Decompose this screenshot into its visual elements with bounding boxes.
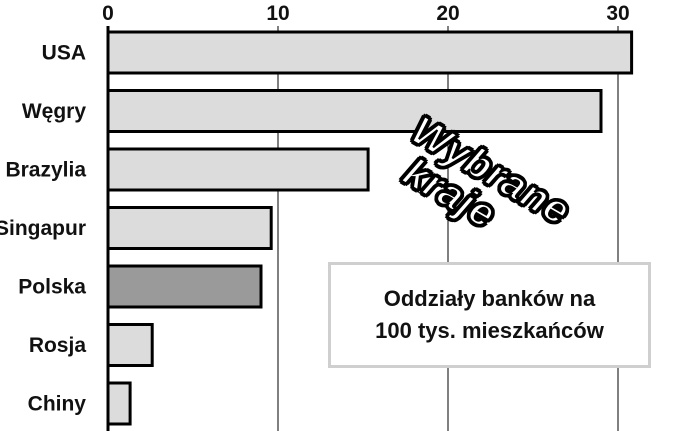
bar-polska	[106, 264, 263, 309]
bar-singapur	[106, 206, 273, 250]
category-label: Polska	[18, 276, 86, 299]
category-label: Węgry	[22, 100, 87, 123]
bar-rosja	[106, 323, 154, 367]
category-labels: USA Węgry Brazylia Singapur Polska Rosja Chiny	[0, 42, 86, 416]
bar-usa	[106, 30, 634, 75]
category-label: Brazylia	[5, 159, 86, 182]
x-tick-labels: 0 10 20 30	[102, 2, 630, 25]
chart-title-line-2: 100 tys. mieszkańców	[375, 318, 604, 343]
category-label: Chiny	[28, 393, 87, 416]
chart-title-line-1: Oddziały banków na	[383, 286, 596, 312]
category-label: Singapur	[0, 217, 86, 240]
bar-chiny	[106, 381, 132, 426]
bar-węgry	[106, 89, 603, 133]
bar-brazylia	[106, 147, 370, 192]
x-tick-label: 10	[266, 2, 289, 25]
bars	[106, 30, 634, 426]
x-tick-label: 0	[102, 2, 114, 25]
category-label: Rosja	[29, 334, 87, 357]
x-tick-label: 30	[606, 2, 629, 25]
x-tick-label: 20	[436, 2, 459, 25]
chart-title-box: Oddziały banków na 100 tys. mieszkańców	[328, 262, 651, 368]
category-label: USA	[42, 42, 86, 65]
